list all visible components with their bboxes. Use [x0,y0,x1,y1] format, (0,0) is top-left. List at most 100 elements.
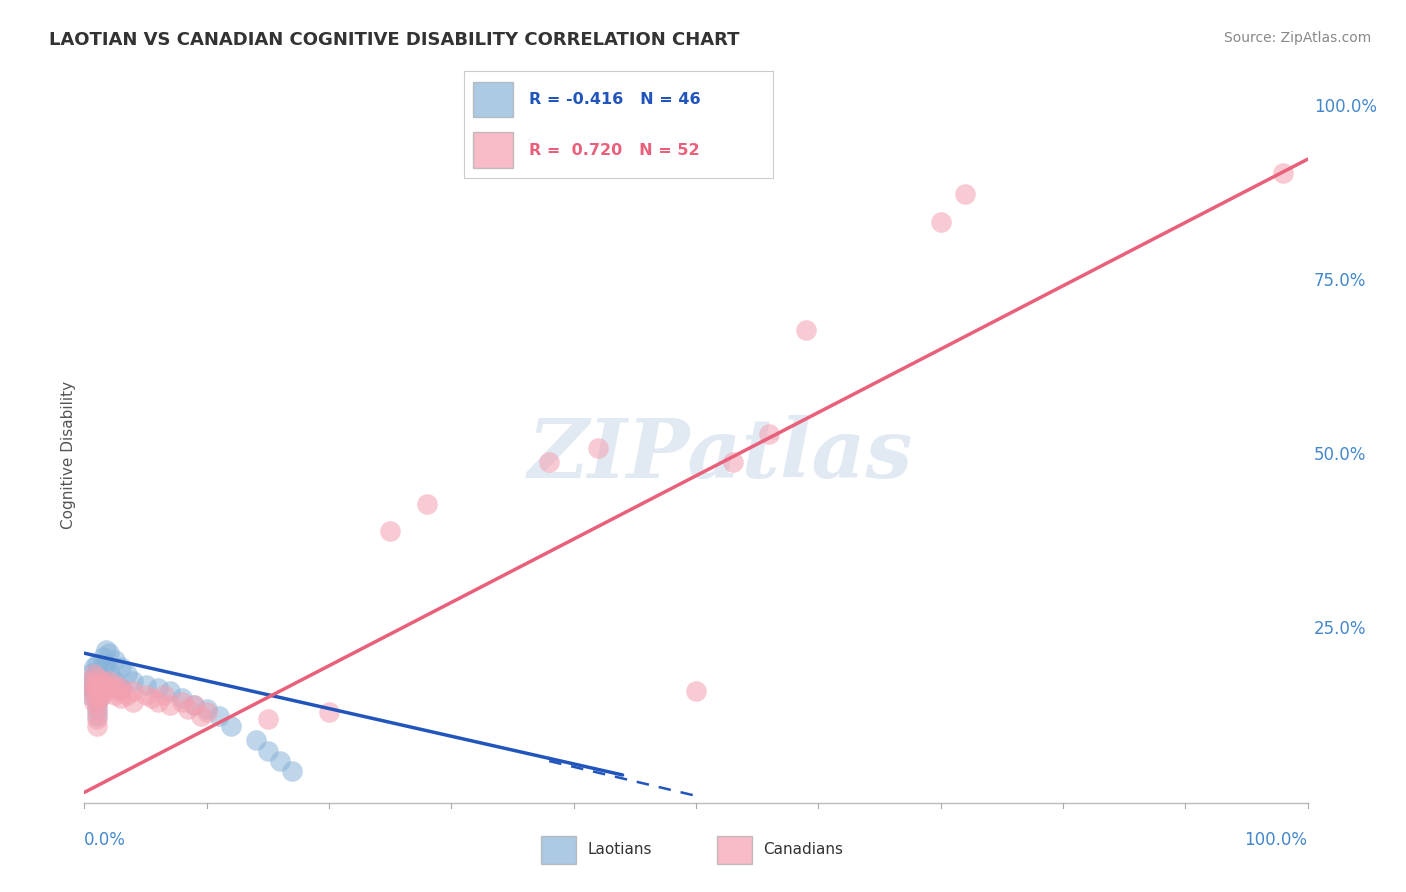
Point [96,657,118,671]
Point [86,684,108,698]
Point [91,688,114,702]
Point [758,427,780,442]
Point [110,681,132,695]
Point [122,674,145,689]
Text: 25.0%: 25.0% [1313,620,1367,638]
Point [86,719,108,733]
Point [91,660,114,674]
Point [183,698,205,713]
Point [86,702,108,716]
Point [107,684,129,698]
Point [416,497,439,511]
Point [380,524,402,539]
Point [86,695,108,709]
Point [104,674,127,689]
Point [79,674,101,689]
Point [97,646,120,660]
Text: 0.0%: 0.0% [84,830,127,848]
Point [172,691,194,706]
Text: Source: ZipAtlas.com: Source: ZipAtlas.com [1223,31,1371,45]
Point [1272,166,1295,180]
Point [87,691,110,706]
Point [91,649,114,664]
Text: 100.0%: 100.0% [1313,98,1376,116]
Point [195,702,218,716]
Point [80,681,103,695]
Point [115,667,138,681]
Text: R = -0.416   N = 46: R = -0.416 N = 46 [529,92,700,107]
Point [146,681,169,695]
Point [281,764,304,779]
Point [79,688,101,702]
Text: Laotians: Laotians [588,842,651,857]
Point [929,215,952,229]
Point [586,441,609,455]
Point [159,698,181,713]
Point [115,688,138,702]
Point [96,677,118,691]
Point [122,684,145,698]
Point [83,671,105,685]
Point [83,684,105,698]
Point [195,706,218,720]
Point [83,667,105,681]
Point [87,691,110,706]
Point [79,681,101,695]
Point [91,681,114,695]
Text: 100.0%: 100.0% [1244,830,1308,848]
Point [257,744,280,758]
Point [135,677,157,691]
Point [86,671,108,685]
Point [86,706,108,720]
Point [91,671,114,685]
Point [96,642,118,657]
Point [86,688,108,702]
Point [135,688,157,702]
Point [79,667,101,681]
Point [83,677,105,691]
Point [685,684,707,698]
Point [257,712,280,726]
Bar [717,836,752,863]
Point [110,691,132,706]
Text: Canadians: Canadians [762,842,842,857]
Point [87,677,110,691]
Point [177,702,200,716]
Text: ZIPatlas: ZIPatlas [527,415,912,495]
Point [219,719,242,733]
Point [245,733,267,747]
Point [794,323,817,337]
Point [97,674,120,689]
Point [83,660,105,674]
Point [86,708,108,723]
Text: R =  0.720   N = 52: R = 0.720 N = 52 [529,143,700,158]
Point [87,667,110,681]
Point [141,691,163,706]
Point [86,698,108,713]
Point [721,455,744,469]
Point [104,677,127,691]
Point [110,660,132,674]
Point [190,708,212,723]
Point [91,674,114,689]
Point [93,684,115,698]
Bar [474,82,513,118]
Point [89,681,111,695]
Y-axis label: Cognitive Disability: Cognitive Disability [60,381,76,529]
Text: 75.0%: 75.0% [1313,272,1367,290]
Point [87,677,110,691]
Point [86,664,108,678]
Point [183,698,205,713]
Point [79,674,101,689]
Point [87,684,110,698]
Point [208,708,231,723]
Point [269,754,291,768]
Point [318,706,340,720]
Point [110,681,132,695]
Point [538,455,561,469]
Point [153,688,176,702]
Point [82,688,104,702]
Point [84,677,107,691]
Point [104,653,127,667]
Point [146,695,169,709]
